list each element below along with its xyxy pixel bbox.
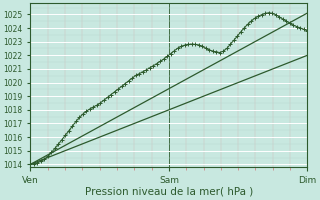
X-axis label: Pression niveau de la mer( hPa ): Pression niveau de la mer( hPa ) [85, 187, 253, 197]
